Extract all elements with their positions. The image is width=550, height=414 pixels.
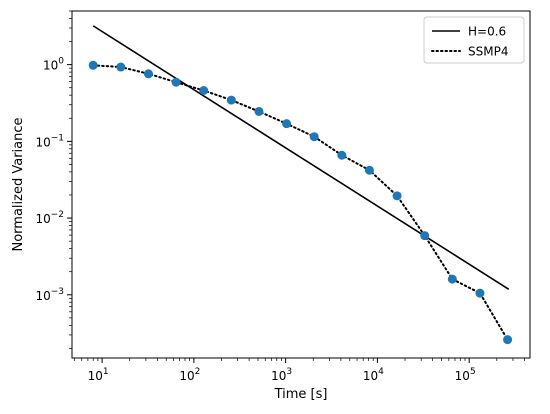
x-tick-label: 101 bbox=[88, 367, 109, 383]
plot-frame bbox=[71, 10, 531, 359]
legend-label: SSMP4 bbox=[468, 45, 508, 59]
legend-box bbox=[423, 16, 525, 64]
data-point bbox=[143, 69, 153, 79]
data-point bbox=[254, 106, 264, 116]
x-tick-label: 104 bbox=[363, 367, 384, 383]
y-axis-label: Normalized Variance bbox=[11, 117, 26, 251]
x-tick-label: 103 bbox=[271, 367, 292, 383]
data-point bbox=[475, 288, 485, 298]
data-point bbox=[199, 85, 209, 95]
data-point bbox=[392, 191, 402, 201]
y-axis: 10−3 10−2 10−1 100 bbox=[35, 10, 72, 349]
x-tick-label: 105 bbox=[455, 367, 476, 383]
data-point bbox=[226, 95, 236, 105]
series-layer bbox=[88, 25, 513, 345]
data-point bbox=[447, 274, 457, 284]
data-point bbox=[88, 60, 98, 70]
x-axis: 101 102 103 104 105 bbox=[74, 358, 525, 383]
y-tick-label: 10−3 bbox=[35, 287, 64, 303]
data-point bbox=[337, 150, 347, 160]
y-tick-label: 10−1 bbox=[35, 133, 64, 149]
data-point bbox=[116, 62, 126, 72]
series-line-h-0-6 bbox=[92, 25, 510, 290]
y-tick-label: 10−2 bbox=[35, 210, 64, 226]
series-line-ssmp4 bbox=[92, 64, 509, 341]
data-point bbox=[282, 119, 292, 129]
data-point bbox=[420, 231, 430, 241]
data-point bbox=[364, 165, 374, 175]
data-point bbox=[309, 132, 319, 142]
x-tick-label: 102 bbox=[179, 367, 200, 383]
y-tick-label: 100 bbox=[43, 57, 64, 73]
data-point bbox=[503, 335, 513, 345]
legend-label: H=0.6 bbox=[468, 25, 506, 39]
data-point bbox=[171, 77, 181, 87]
x-axis-label: Time [s] bbox=[274, 387, 328, 402]
legend: H=0.6 SSMP4 bbox=[423, 16, 525, 64]
